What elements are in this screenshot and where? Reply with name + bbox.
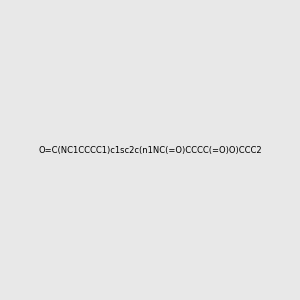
Text: O=C(NC1CCCC1)c1sc2c(n1NC(=O)CCCC(=O)O)CCC2: O=C(NC1CCCC1)c1sc2c(n1NC(=O)CCCC(=O)O)CC…	[38, 146, 262, 154]
